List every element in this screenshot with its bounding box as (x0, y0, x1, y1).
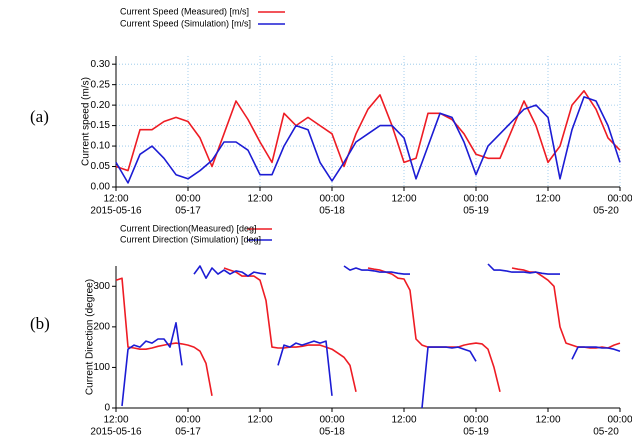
x-tick-sublabel: 05-19 (463, 427, 489, 438)
y-tick-label: 300 (93, 281, 110, 292)
x-tick-label: 12:00 (247, 194, 272, 205)
x-tick-label: 12:00 (535, 415, 560, 426)
x-tick-sublabel: 05-17 (175, 427, 201, 438)
y-tick-label: 0.05 (91, 161, 111, 172)
x-tick-label: 00:00 (607, 194, 632, 205)
legend-label: Current Speed (Simulation) [m/s] (120, 18, 251, 28)
series-line (121, 263, 621, 409)
x-tick-sublabel: 2015-05-16 (90, 427, 142, 438)
x-tick-label: 00:00 (175, 194, 200, 205)
y-tick-label: 0.15 (91, 120, 111, 131)
x-tick-sublabel: 05-17 (175, 206, 201, 217)
x-tick-label: 00:00 (463, 194, 488, 205)
panel-label: (b) (30, 314, 50, 333)
x-tick-sublabel: 05-20 (593, 206, 619, 217)
y-axis-label: Current speed (m/s) (81, 77, 92, 166)
x-tick-label: 00:00 (175, 415, 200, 426)
x-tick-sublabel: 05-20 (593, 427, 619, 438)
panel-label: (a) (30, 107, 49, 126)
x-tick-label: 12:00 (535, 194, 560, 205)
series-line (115, 90, 621, 172)
x-tick-label: 12:00 (391, 415, 416, 426)
x-tick-sublabel: 2015-05-16 (90, 206, 142, 217)
series-line (115, 96, 621, 184)
y-tick-label: 0 (104, 403, 110, 414)
y-tick-label: 100 (93, 362, 110, 373)
y-tick-label: 0.00 (91, 182, 111, 193)
legend-label: Current Direction (Simulation) [deg] (120, 234, 261, 244)
x-tick-label: 12:00 (103, 194, 128, 205)
x-tick-label: 00:00 (607, 415, 632, 426)
x-tick-sublabel: 05-18 (319, 206, 345, 217)
x-tick-sublabel: 05-19 (463, 206, 489, 217)
y-tick-label: 0.25 (91, 79, 111, 90)
y-tick-label: 200 (93, 321, 110, 332)
series-line (115, 267, 621, 396)
x-tick-label: 12:00 (103, 415, 128, 426)
legend-label: Current Direction(Measured) [deg] (120, 223, 257, 233)
y-tick-label: 0.10 (91, 141, 111, 152)
y-tick-label: 0.30 (91, 59, 111, 70)
x-tick-sublabel: 05-18 (319, 427, 345, 438)
x-tick-label: 00:00 (463, 415, 488, 426)
y-tick-label: 0.20 (91, 100, 111, 111)
y-axis-label: Current Direction (degree) (85, 279, 96, 395)
x-tick-label: 00:00 (319, 194, 344, 205)
x-tick-label: 12:00 (391, 194, 416, 205)
x-tick-label: 00:00 (319, 415, 344, 426)
legend-label: Current Speed (Measured) [m/s] (120, 6, 249, 16)
x-tick-label: 12:00 (247, 415, 272, 426)
